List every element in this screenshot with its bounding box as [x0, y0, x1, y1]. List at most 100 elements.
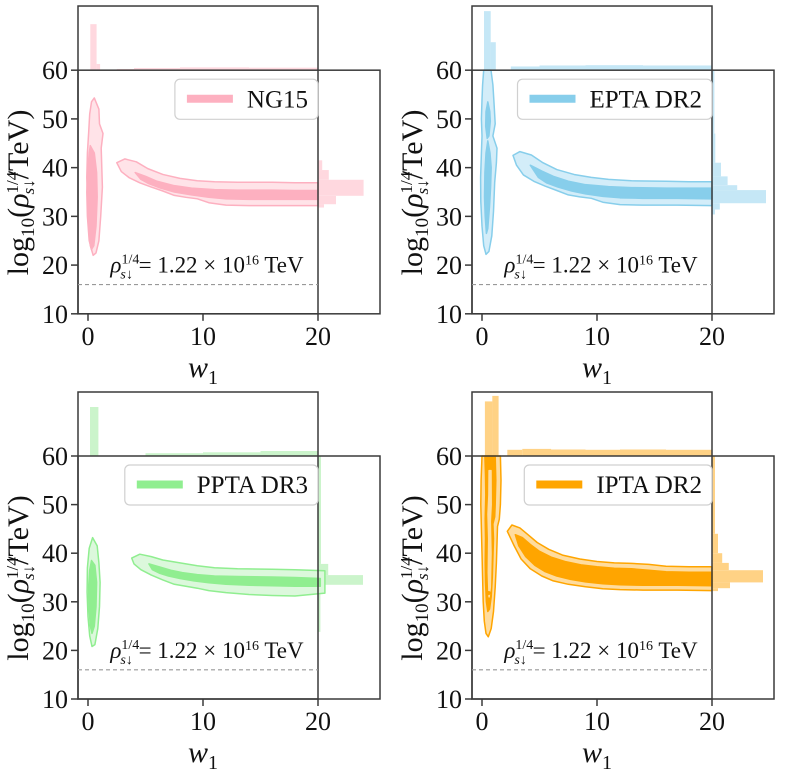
y-tick-label: 60 [42, 56, 68, 85]
top-marginal-histogram-bar [585, 449, 620, 456]
legend-box [523, 464, 713, 506]
contour-dot [486, 591, 491, 596]
x-tick-label: 0 [82, 322, 95, 351]
right-marginal-histogram-bar [712, 562, 729, 571]
right-marginal-histogram-bar [712, 190, 766, 204]
top-marginal-histogram-bar [90, 407, 99, 456]
right-marginal-histogram-bar [712, 185, 738, 191]
y-axis-label: log10(ρ1/4s↓/TeV) [2, 110, 39, 276]
top-marginal-histogram-bar [585, 65, 643, 71]
y-tick-label: 10 [436, 685, 462, 714]
top-marginal-histogram-bar [492, 395, 499, 456]
x-tick-label: 0 [82, 707, 95, 736]
right-marginal-histogram-bar [318, 204, 324, 208]
legend-label: PPTA DR3 [197, 472, 308, 499]
y-tick-label: 30 [436, 588, 462, 617]
legend-box [174, 78, 319, 120]
right-marginal-histogram-bar [318, 575, 363, 585]
legend-label: IPTA DR2 [596, 472, 702, 499]
y-tick-label: 40 [436, 154, 462, 183]
contour-vertical-68 [483, 140, 492, 235]
x-tick-label: 0 [476, 707, 489, 736]
right-marginal-histogram-bar [318, 195, 336, 205]
y-tick-label: 10 [436, 300, 462, 329]
x-axis-label: w1 [582, 736, 612, 771]
x-axis-label: w1 [188, 736, 218, 771]
top-marginal-histogram-bar [484, 401, 493, 456]
y-tick-label: 10 [42, 300, 68, 329]
x-axis-label: w1 [188, 351, 218, 386]
y-tick-label: 50 [436, 105, 462, 134]
right-marginal-histogram-bar [712, 70, 715, 134]
y-tick-label: 60 [42, 442, 68, 471]
top-marginal-histogram-bar [522, 448, 552, 456]
top-marginal-histogram-bar [490, 42, 496, 71]
y-tick-label: 50 [42, 105, 68, 134]
contour-vertical-core [487, 469, 492, 598]
x-tick-label: 20 [305, 322, 331, 351]
joint-axes-frame [77, 69, 381, 315]
right-marginal-histogram-bar [712, 209, 715, 215]
legend-label: NG15 [247, 86, 308, 113]
top-marginal-histogram-bar [134, 67, 180, 71]
top-marginal-histogram-bar [180, 67, 249, 71]
top-marginal-histogram-bar [96, 63, 101, 71]
right-marginal-histogram-bar [318, 179, 364, 196]
top-marginal-histogram-bar [643, 65, 712, 71]
y-tick-label: 30 [42, 202, 68, 231]
contour-band-95 [130, 553, 326, 597]
y-tick-label: 60 [436, 442, 462, 471]
y-tick-label: 20 [42, 636, 68, 665]
annotation-text: ρ1/4 s↓ = 1.22 × 1016 TeV [503, 252, 698, 283]
y-tick-label: 30 [436, 202, 462, 231]
panel-ppta-dr3: ρ1/4 s↓ = 1.22 × 1016 TeV 0 10 20 10 20 30 40 50 6… [2, 391, 381, 771]
x-axis-label: w1 [582, 351, 612, 386]
right-marginal-histogram-bar [712, 553, 723, 563]
right-marginal-histogram-bar [318, 594, 321, 632]
contour-vertical-68 [86, 144, 98, 251]
x-tick-label: 0 [476, 322, 489, 351]
legend-box [124, 464, 319, 506]
legend-label: EPTA DR2 [589, 86, 702, 113]
x-tick-label: 10 [584, 707, 610, 736]
top-marginal-histogram-bar [510, 66, 540, 71]
joint-axes-frame [471, 455, 775, 700]
right-marginal-histogram-bar [712, 176, 728, 186]
y-tick-label: 60 [436, 56, 462, 85]
right-marginal-histogram-bar [318, 563, 329, 576]
joint-axes-frame [471, 69, 775, 315]
panel-ipta-dr2: ρ1/4 s↓ = 1.22 × 1016 TeV 0 10 20 10 20 30 40 50 6… [396, 391, 775, 771]
y-tick-label: 20 [42, 251, 68, 280]
y-axis-label: log10(ρ1/4s↓/TeV) [396, 110, 433, 276]
top-marginal-histogram-bar [620, 449, 666, 456]
y-tick-label: 10 [42, 685, 68, 714]
top-marginal-histogram-bar [249, 67, 318, 71]
annotation-text: ρ1/4 s↓ = 1.22 × 1016 TeV [503, 638, 698, 668]
top-marginal-histogram-bar [203, 452, 261, 456]
x-tick-label: 10 [190, 322, 216, 351]
right-marginal-histogram-bar [712, 582, 730, 589]
y-tick-label: 30 [42, 588, 68, 617]
right-marginal-histogram-bar [318, 160, 323, 171]
y-axis-label: log10(ρ1/4s↓/TeV) [2, 495, 39, 660]
annotation-text: ρ1/4 s↓ = 1.22 × 1016 TeV [109, 252, 304, 283]
top-marginal-histogram-bar [507, 449, 523, 456]
top-marginal-histogram-bar [551, 449, 586, 456]
y-tick-label: 40 [42, 154, 68, 183]
right-marginal-histogram-bar [712, 533, 718, 554]
y-tick-label: 50 [436, 491, 462, 520]
top-marginal-histogram-bar [666, 449, 712, 456]
panel-ng15: ρ1/4 s↓ = 1.22 × 1016 TeV 0 10 20 10 20 30 40 50 6… [2, 5, 381, 386]
right-marginal-histogram-bar [712, 162, 721, 177]
annotation-text: ρ1/4 s↓ = 1.22 × 1016 TeV [109, 638, 304, 668]
x-tick-label: 20 [305, 707, 331, 736]
contour-vertical-68 [87, 559, 98, 635]
x-tick-label: 10 [190, 707, 216, 736]
right-marginal-histogram-bar [318, 170, 329, 180]
y-tick-label: 40 [436, 539, 462, 568]
top-marginal-histogram-bar [539, 65, 586, 71]
top-marginal-histogram-bar [260, 451, 318, 456]
legend-box [516, 78, 713, 120]
x-tick-label: 20 [699, 707, 725, 736]
